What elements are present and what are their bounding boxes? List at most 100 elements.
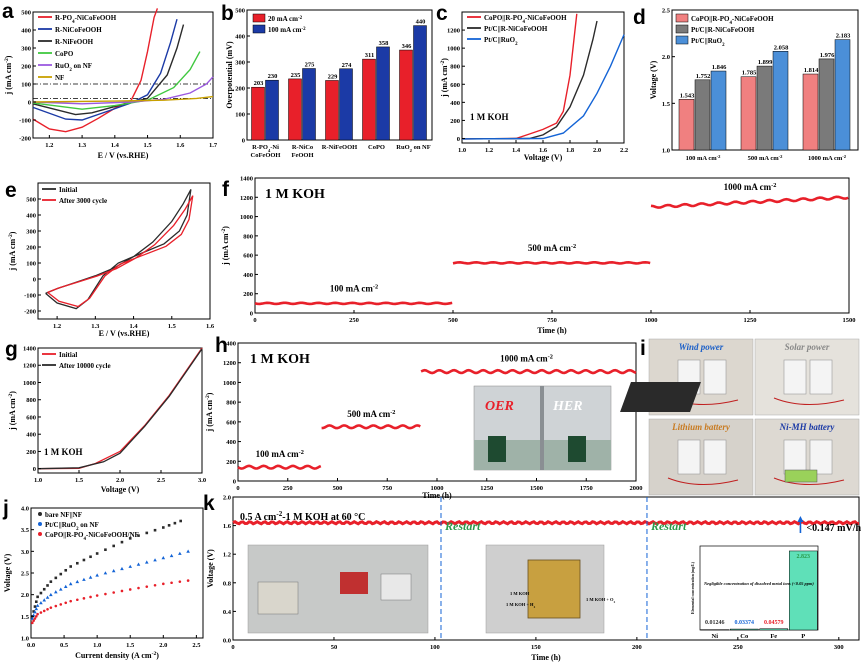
- data-point-j-2: [145, 585, 149, 588]
- y-tick-label-b: 500: [235, 8, 245, 15]
- data-point-j-2: [46, 607, 49, 611]
- data-point-j-0: [167, 524, 171, 527]
- y-tick-label-g: 0: [33, 466, 36, 473]
- bar-d-0-1: [694, 79, 711, 151]
- inset-category-k-1: Co: [740, 633, 748, 640]
- bar-label-b: 229: [328, 73, 339, 80]
- data-point-j-2: [128, 588, 132, 591]
- annotation-f: 1 M KOH: [265, 187, 325, 202]
- data-point-j-0: [128, 537, 132, 540]
- x-tick-label-g: 1.0: [34, 477, 42, 484]
- data-point-j-1: [54, 590, 58, 594]
- data-point-j-0: [120, 540, 124, 544]
- plot-frame-a: [32, 11, 214, 139]
- x-tick-label-e: 1.2: [53, 323, 61, 330]
- panel-letter-a: a: [2, 0, 14, 23]
- photo-pump: [380, 573, 412, 601]
- bar-b-4-0: [399, 49, 413, 141]
- y-tick-label-b: 400: [235, 34, 245, 41]
- bar-label-d: 1.785: [742, 70, 757, 77]
- series-line-g-1: [37, 348, 203, 470]
- y-tick-label-c: 800: [450, 64, 460, 71]
- photo-beaker-i: [783, 439, 807, 475]
- panel-letter-h: h: [215, 334, 228, 357]
- panel-letter-c: c: [436, 2, 448, 25]
- rate-label-k: <0.147 mV/h: [806, 523, 861, 534]
- x-tick-label-k: 250: [733, 644, 743, 651]
- legend-swatch-d-1: [675, 24, 689, 34]
- data-point-j-1: [30, 616, 35, 620]
- y-tick-label-a: 0: [28, 100, 31, 107]
- x-tick-label-j: 0.0: [27, 642, 35, 649]
- x-tick-label-f: 500: [448, 317, 458, 324]
- segment-label-h-1: 500 mA cm-2: [347, 408, 395, 419]
- legend-label-a-2: R-NiFeOOH: [55, 38, 94, 46]
- x-tick-label-j: 2.5: [192, 642, 201, 649]
- legend-label-b-1: 100 mA cm-2: [268, 26, 306, 34]
- x-tick-label-h: 250: [283, 485, 293, 492]
- annotation-c: 1 M KOH: [470, 112, 509, 122]
- data-point-j-0: [49, 580, 53, 583]
- x-axis-label-h: Time (h): [422, 491, 452, 500]
- y-tick-label-e: 300: [26, 229, 36, 236]
- data-point-j-0: [59, 572, 63, 576]
- bar-label-b: 203: [254, 80, 265, 87]
- photo-beaker-i: [703, 439, 727, 475]
- data-point-j-2: [34, 615, 38, 618]
- data-point-j-0: [145, 531, 149, 535]
- segment-line-f-1: [452, 260, 651, 265]
- inset-ylabel-k: Elemental concentration (mg/L): [691, 561, 695, 614]
- y-tick-label-b: 0: [242, 138, 245, 145]
- y-tick-label-k: 2.0: [223, 495, 231, 502]
- y-tick-label-f: 1000: [240, 214, 253, 221]
- data-point-j-2: [32, 619, 35, 622]
- bar-label-d: 1.752: [696, 73, 711, 80]
- inset-label-her: HER: [552, 399, 583, 414]
- y-tick-label-g: 800: [26, 397, 36, 404]
- y-tick-label-e: 200: [26, 245, 36, 252]
- y-tick-label-k: 0.8: [223, 580, 232, 587]
- data-point-j-2: [69, 599, 72, 603]
- x-tick-label-c: 1.0: [458, 147, 466, 154]
- photo-electrolyzer: [527, 559, 581, 619]
- inset-bar-k-1: [730, 628, 759, 631]
- y-tick-label-b: 300: [235, 60, 245, 67]
- bar-label-b: 311: [365, 52, 374, 59]
- y-tick-label-c: 1000: [447, 46, 460, 53]
- bar-label-b: 235: [291, 72, 302, 79]
- data-point-j-1: [35, 603, 40, 607]
- bar-label-b: 440: [416, 19, 426, 26]
- y-tick-label-h: 1000: [223, 380, 236, 387]
- data-point-j-1: [186, 549, 190, 553]
- legend-label-a-3: CoPO: [55, 50, 74, 58]
- y-axis-label-g: j (mA cm-2): [8, 391, 17, 431]
- legend-swatch-d-0: [675, 13, 689, 23]
- photo-beaker-i: [809, 359, 833, 395]
- y-tick-label-f: 1200: [240, 195, 253, 202]
- data-point-j-2: [33, 617, 37, 620]
- x-tick-label-c: 1.2: [485, 147, 493, 154]
- inset-bar-k-3: [789, 550, 818, 631]
- legend-label-d-2: Pt/C||RuO2: [691, 37, 725, 48]
- x-tick-label-a: 1.7: [209, 142, 218, 149]
- data-point-j-1: [68, 582, 73, 586]
- bar-label-d: 2.183: [836, 33, 851, 40]
- y-tick-label-h: 600: [226, 419, 236, 426]
- bar-d-0-0: [678, 99, 695, 151]
- restart-label-k-0: Restart: [444, 519, 481, 533]
- y-axis-label-f: j (mA cm-2): [221, 226, 230, 266]
- annotation-g: 1 M KOH: [44, 447, 83, 457]
- x-tick-label-j: 2.0: [159, 642, 167, 649]
- x-tick-label-h: 2000: [630, 485, 643, 492]
- panel-letter-j: j: [2, 497, 9, 520]
- x-tick-label-k: 300: [834, 644, 844, 651]
- panel-letter-d: d: [633, 6, 646, 29]
- y-tick-label-j: 2.5: [21, 571, 30, 578]
- y-axis-label-j: Voltage (V): [3, 553, 12, 592]
- photo-caption-i-2: Lithium battery: [671, 422, 731, 432]
- x-tick-label-j: 1.5: [126, 642, 135, 649]
- data-point-j-0: [32, 610, 35, 613]
- y-tick-label-b: 100: [235, 112, 245, 119]
- plot-frame-e: [37, 182, 211, 320]
- y-tick-label-j: 3.5: [21, 527, 30, 534]
